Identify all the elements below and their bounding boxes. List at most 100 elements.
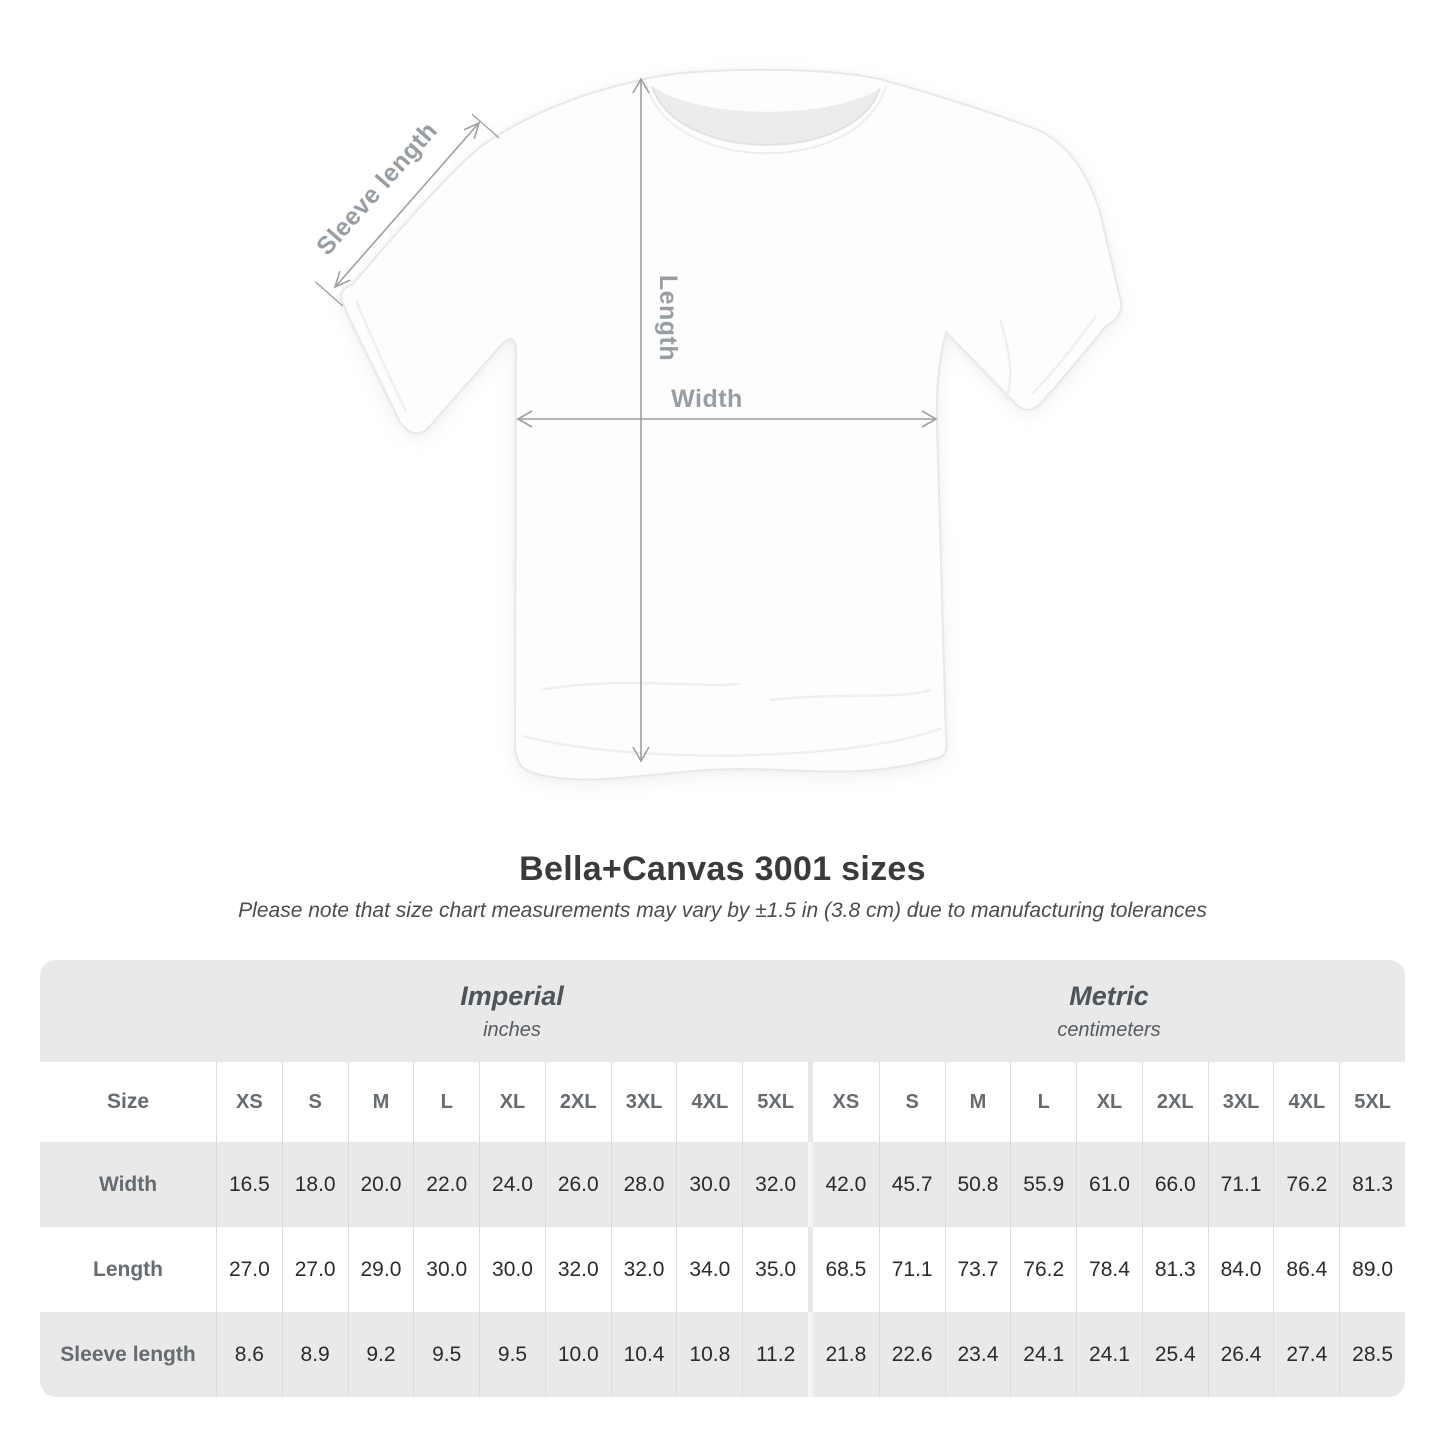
measurement-value: 66.0 [1141,1142,1208,1227]
size-col-header: 2XL [1141,1062,1208,1142]
measurement-value: 32.0 [544,1227,611,1312]
tshirt [340,68,1123,781]
table-row: Length 27.0 27.0 29.0 30.0 30.0 32.0 32.0 34.0 35… [40,1227,1405,1312]
measurement-value: 16.5 [216,1142,282,1227]
measurement-value: 81.3 [1141,1227,1208,1312]
table-row: Sleeve length 8.6 8.9 9.2 9.5 9.5 10.0 10.4 10.8… [40,1312,1405,1397]
size-col-header: L [1010,1062,1076,1142]
measurement-value: 68.5 [825,1257,867,1281]
sleeve-length-arrow [315,113,500,307]
measurement-value: 73.7 [944,1227,1011,1312]
length-arrow [632,77,650,763]
length-label: Length [654,275,682,361]
size-col-header: S [878,1062,945,1142]
size-col-header: S [281,1062,348,1142]
measurement-value: 26.4 [1207,1312,1274,1397]
measurement-row-label: Length [93,1257,163,1281]
measurement-value: 86.4 [1273,1227,1339,1312]
measurement-value: 24.0 [479,1142,545,1227]
measurement-value: 27.0 [281,1227,348,1312]
measurement-value: 61.0 [1076,1142,1142,1227]
measurement-value: 26.0 [544,1142,611,1227]
section-divider [808,1312,813,1397]
collar-ribbing [651,85,881,146]
measurement-value: 81.3 [1339,1142,1405,1227]
size-col-header: L [413,1062,479,1142]
measurement-value: 9.5 [413,1312,479,1397]
measurement-value: 10.0 [544,1312,611,1397]
metric-unit: centimeters [1057,1018,1161,1041]
measurement-value: 55.9 [1010,1142,1076,1227]
width-label: Width [671,385,743,413]
measurement-value: 27.4 [1273,1312,1339,1397]
measurement-value: 71.1 [1207,1142,1274,1227]
measurement-value: 23.4 [944,1312,1011,1397]
measurement-value: 30.0 [479,1227,545,1312]
size-col-header: 3XL [610,1062,677,1142]
measurement-value: 18.0 [281,1142,348,1227]
imperial-label: Imperial [460,980,564,1011]
measurement-value: 35.0 [742,1227,808,1312]
fabric-details [354,299,1097,757]
size-col-header: 5XL [1339,1062,1405,1142]
measurement-value: 11.2 [742,1312,808,1397]
size-row-label: Size [106,1090,150,1113]
measurement-value: 22.6 [878,1312,945,1397]
measurement-value: 28.5 [1339,1312,1405,1397]
measurement-value: 71.1 [878,1227,945,1312]
size-col-header: 2XL [544,1062,611,1142]
size-col-header: XL [479,1062,545,1142]
measurement-value: 45.7 [878,1142,945,1227]
size-col-header: XL [1076,1062,1142,1142]
measurement-value: 29.0 [347,1227,414,1312]
tshirt-graphic: Sleeve length Length Width [311,68,1123,781]
measurement-value: 84.0 [1207,1227,1274,1312]
size-col-header: 5XL [742,1062,808,1142]
imperial-unit: inches [483,1018,541,1041]
measurement-value: 24.1 [1010,1312,1076,1397]
metric-section-header: Metric centimeters [813,981,1405,1042]
measurement-value: 76.2 [1273,1142,1339,1227]
measurement-value: 30.0 [676,1142,742,1227]
measurement-value: 9.5 [479,1312,545,1397]
page-title: Bella+Canvas 3001 sizes [519,850,926,888]
collar-ribbing-outer [645,83,887,155]
measurement-value: 30.0 [413,1227,479,1312]
measurement-value: 24.1 [1076,1312,1142,1397]
measurement-value: 32.0 [742,1142,808,1227]
tshirt-outline [340,68,1123,781]
size-col-header: XS [832,1090,860,1113]
table-body: Size XS S M L XL 2XL 3XL 4XL 5XL XS S M L XL 2XL 3XL 4XL 5… [40,1062,1405,1397]
measurement-value: 34.0 [676,1227,742,1312]
size-col-header: 4XL [676,1062,742,1142]
size-header-row: Size XS S M L XL 2XL 3XL 4XL 5XL XS S M L XL 2XL 3XL 4XL 5… [40,1062,1405,1142]
section-divider [808,1142,813,1227]
imperial-section-header: Imperial inches [216,981,808,1042]
measurement-value: 8.6 [216,1312,282,1397]
measurement-value: 28.0 [610,1142,677,1227]
measurement-row-label: Sleeve length [60,1342,196,1366]
width-arrow [516,410,938,428]
measurement-value: 20.0 [347,1142,414,1227]
measurement-value: 76.2 [1010,1227,1076,1312]
measurement-value: 42.0 [825,1172,867,1196]
measurement-value: 9.2 [347,1312,414,1397]
size-col-header: 3XL [1207,1062,1274,1142]
metric-label: Metric [1069,980,1149,1011]
measurement-value: 10.8 [676,1312,742,1397]
measurement-row-label: Width [98,1172,158,1196]
section-divider [808,1227,813,1312]
size-col-header: 4XL [1273,1062,1339,1142]
unit-header-row: Imperial inches Metric centimeters [40,960,1405,1062]
measurement-value: 27.0 [216,1227,282,1312]
measurement-value: 8.9 [281,1312,348,1397]
measurement-value: 89.0 [1339,1227,1405,1312]
section-divider [808,1062,813,1142]
size-col-header: XS [216,1062,282,1142]
measurement-value: 25.4 [1141,1312,1208,1397]
size-col-header: M [944,1062,1011,1142]
measurement-value: 21.8 [825,1342,867,1366]
tolerance-note: Please note that size chart measurements… [238,899,1207,922]
tshirt-measurement-diagram: Sleeve length Length Width [311,68,1123,781]
size-col-header: M [347,1062,414,1142]
